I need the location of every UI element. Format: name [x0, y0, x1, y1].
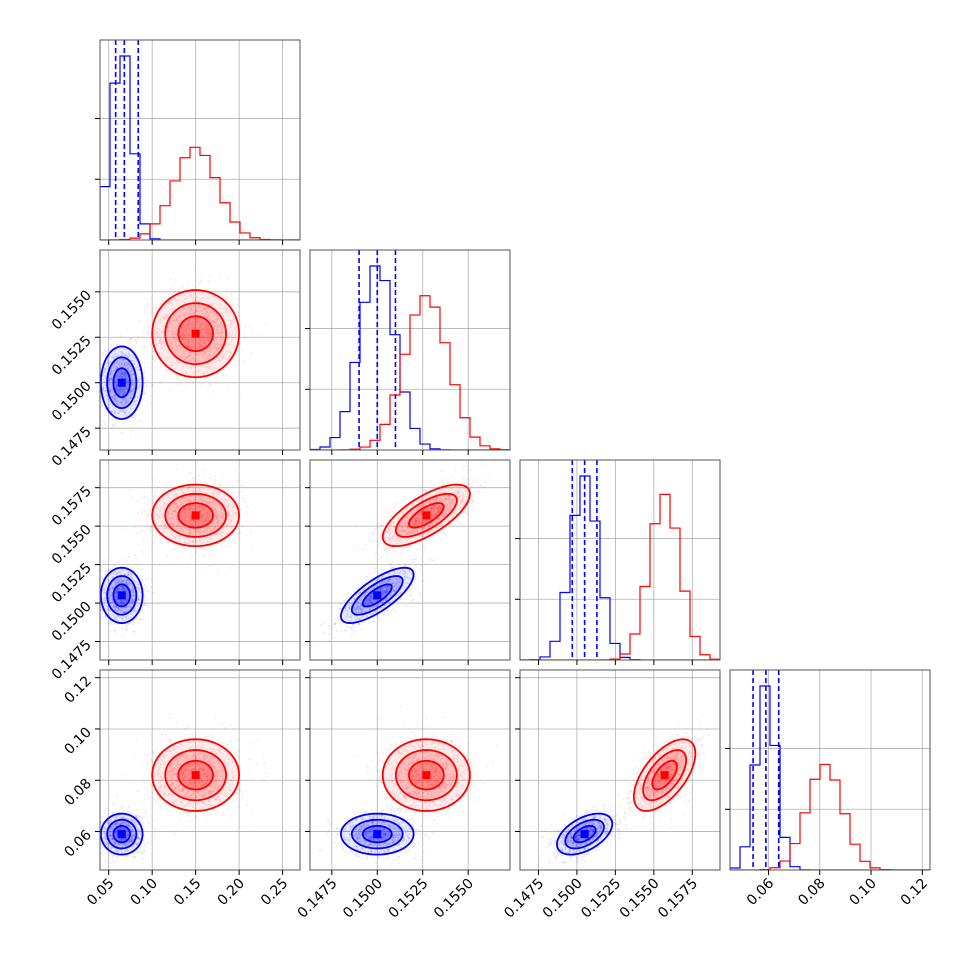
panel-frame: [729, 669, 931, 871]
density-peak-red: [660, 771, 669, 780]
x-tick-label: 0.20: [215, 876, 248, 909]
density-peak-blue: [117, 378, 126, 387]
x-tick-label: 0.06: [744, 875, 777, 908]
y-tick-label: 0.1475: [49, 424, 95, 470]
y-tick-label: 0.10: [61, 724, 94, 757]
histogram-blue: [520, 475, 720, 660]
density-peak-red: [191, 511, 200, 520]
panel-frame: [519, 459, 721, 661]
y-tick-label: 0.1525: [49, 560, 95, 606]
panel-background: [100, 670, 300, 870]
x-tick-label: 0.1500: [540, 876, 586, 922]
x-tick-label: 0.08: [795, 876, 828, 909]
panel-background: [310, 460, 510, 660]
density-peak-red: [422, 511, 431, 520]
y-tick-label: 0.1525: [49, 333, 95, 379]
panel-2-1: [305, 459, 511, 665]
y-tick-label: 0.1550: [49, 522, 95, 568]
panel-0-0: [95, 39, 301, 245]
panel-frame: [309, 249, 511, 451]
panel-frame: [309, 669, 511, 871]
x-tick-label: 0.12: [898, 876, 931, 909]
panel-3-1: 0.1475 0.1500 0.1525 0.1550: [295, 669, 511, 922]
panel-1-1: [305, 249, 511, 455]
panel-3-3: 0.06 0.08 0.10 0.12: [725, 669, 931, 909]
x-tick-label: 0.1500: [340, 876, 386, 922]
panel-2-2: [515, 459, 721, 665]
y-tick-label: 0.1575: [49, 483, 95, 529]
panel-background: [100, 40, 300, 240]
x-tick-label: 0.25: [258, 876, 291, 909]
panel-frame: [99, 669, 301, 871]
y-tick-label: 0.06: [61, 827, 94, 860]
panel-frame: [519, 669, 721, 871]
density-peak-red: [422, 771, 431, 780]
density-peak-blue: [373, 591, 382, 600]
density-peak-red: [191, 771, 200, 780]
x-tick-label: 0.1475: [295, 876, 341, 922]
panel-frame: [99, 249, 301, 451]
x-tick-label: 0.10: [846, 876, 879, 909]
x-tick-label: 0.1550: [431, 876, 477, 922]
density-peak-blue: [117, 830, 126, 839]
y-tick-label: 0.12: [61, 673, 94, 706]
x-tick-label: 0.1575: [655, 876, 701, 922]
panel-3-0: 0.05 0.10 0.15 0.20 0.25 0.06 0.08 0.10 0.12: [61, 669, 301, 909]
x-tick-label: 0.10: [128, 876, 161, 909]
y-tick-label: 0.1500: [49, 599, 95, 645]
y-tick-label: 0.1475: [49, 637, 95, 683]
x-tick-label: 0.1475: [501, 876, 547, 922]
panel-frame: [99, 39, 301, 241]
density-peak-blue: [373, 830, 382, 839]
y-tick-label: 0.08: [61, 776, 94, 809]
density-peak-blue: [117, 591, 126, 600]
panel-frame: [99, 459, 301, 661]
x-tick-label: 0.1525: [386, 876, 432, 922]
y-tick-label: 0.1550: [49, 287, 95, 333]
density-peak-red: [191, 329, 200, 338]
panel-background: [520, 670, 720, 870]
histogram-red: [520, 493, 720, 660]
panel-background: [520, 460, 720, 660]
density-peak-blue: [580, 830, 589, 839]
x-tick-label: 0.15: [171, 876, 204, 909]
panel-frame: [309, 459, 511, 661]
x-tick-label: 0.05: [84, 876, 117, 909]
y-tick-label: 0.1500: [49, 378, 95, 424]
x-tick-label: 0.1525: [578, 876, 624, 922]
x-tick-label: 0.1550: [617, 876, 663, 922]
